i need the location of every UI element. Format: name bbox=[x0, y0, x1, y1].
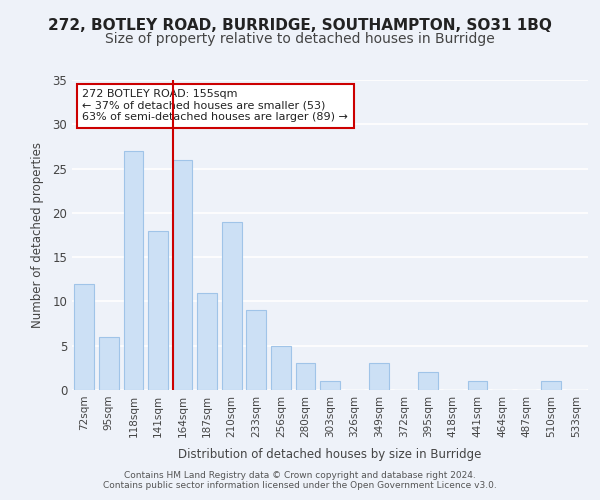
Bar bbox=[418, 372, 438, 390]
X-axis label: Distribution of detached houses by size in Burridge: Distribution of detached houses by size … bbox=[178, 448, 482, 461]
Bar bbox=[296, 364, 315, 390]
Text: Size of property relative to detached houses in Burridge: Size of property relative to detached ho… bbox=[105, 32, 495, 46]
Bar bbox=[99, 337, 119, 390]
Text: 272, BOTLEY ROAD, BURRIDGE, SOUTHAMPTON, SO31 1BQ: 272, BOTLEY ROAD, BURRIDGE, SOUTHAMPTON,… bbox=[48, 18, 552, 32]
Bar bbox=[173, 160, 193, 390]
Bar bbox=[148, 230, 168, 390]
Bar bbox=[541, 381, 561, 390]
Bar bbox=[271, 346, 290, 390]
Bar bbox=[247, 310, 266, 390]
Bar bbox=[74, 284, 94, 390]
Bar bbox=[467, 381, 487, 390]
Text: 272 BOTLEY ROAD: 155sqm
← 37% of detached houses are smaller (53)
63% of semi-de: 272 BOTLEY ROAD: 155sqm ← 37% of detache… bbox=[82, 90, 348, 122]
Y-axis label: Number of detached properties: Number of detached properties bbox=[31, 142, 44, 328]
Bar bbox=[222, 222, 242, 390]
Bar bbox=[124, 151, 143, 390]
Bar bbox=[370, 364, 389, 390]
Bar bbox=[197, 292, 217, 390]
Text: Contains HM Land Registry data © Crown copyright and database right 2024.
Contai: Contains HM Land Registry data © Crown c… bbox=[103, 470, 497, 490]
Bar bbox=[320, 381, 340, 390]
